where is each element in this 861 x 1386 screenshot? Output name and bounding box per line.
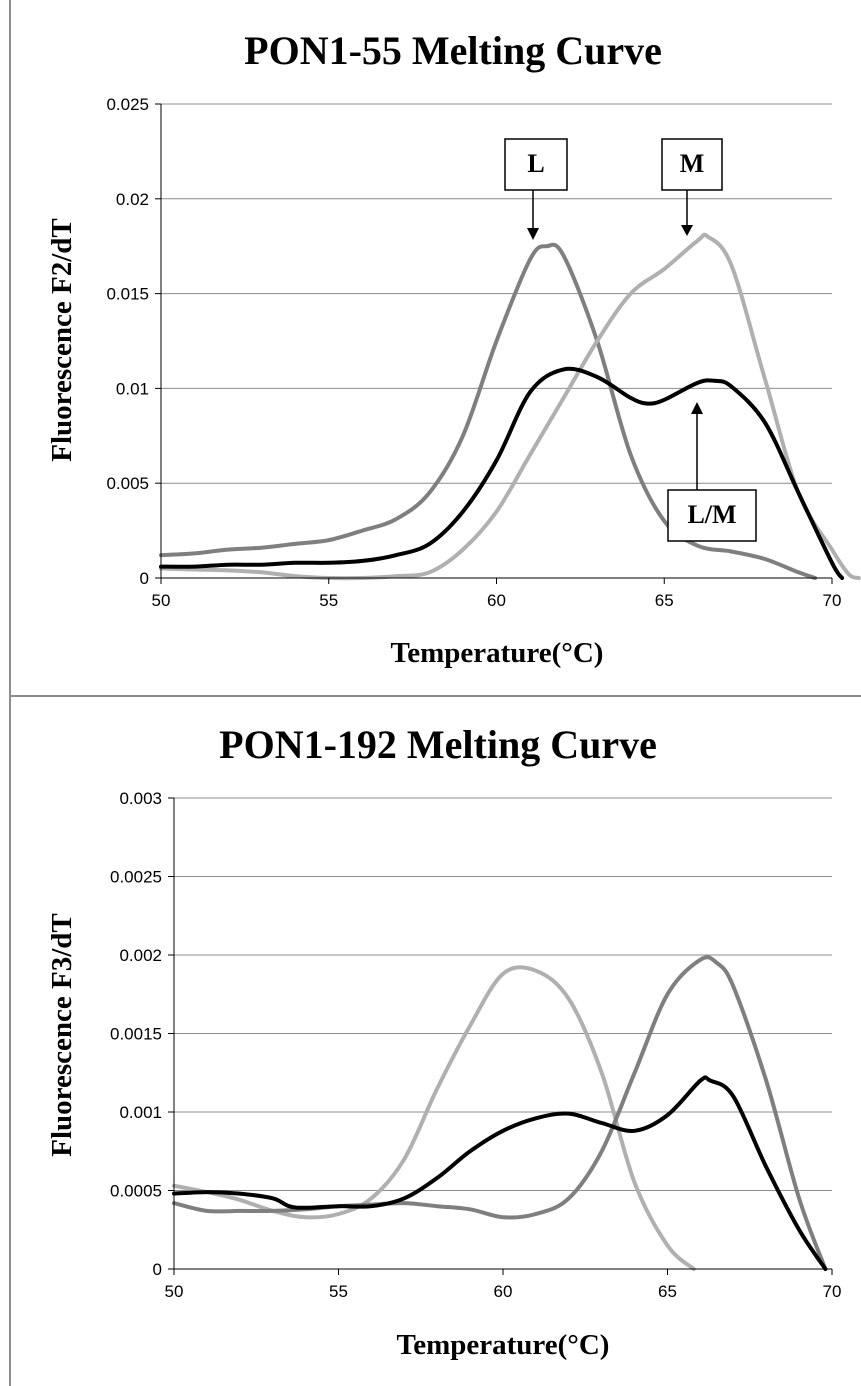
series-group (172, 955, 828, 1271)
annotation-l: L (504, 138, 568, 240)
series-line-dark (159, 366, 845, 580)
y-tick-label: 0.0015 (110, 1025, 162, 1044)
y-axis-title: Fluorescence F3/dT (46, 913, 78, 1157)
y-tick-label: 0 (153, 1260, 162, 1279)
series-line-mid (172, 955, 828, 1271)
x-tick-label: 70 (823, 1282, 842, 1301)
gridlines (161, 103, 832, 484)
annotation-l-label: L (527, 149, 544, 178)
annotation-lm-box (667, 489, 757, 542)
y-tick-label: 0.0025 (110, 868, 162, 887)
gridlines (174, 797, 832, 1191)
x-tick-labels: 50 55 60 65 70 (165, 1282, 842, 1301)
x-axis-title: Temperature(°C) (397, 1329, 610, 1361)
annotation-lm: L/M (667, 402, 757, 542)
pon1-192-chart: PON1-192 Melting Curve 0 0.0005 0.001 0.001… (46, 722, 841, 1361)
x-tick-label: 50 (165, 1282, 184, 1301)
y-tick-label: 0.015 (106, 285, 149, 304)
y-tick-label: 0.01 (116, 379, 149, 398)
x-tick-label: 65 (658, 1282, 677, 1301)
y-tick-label: 0.002 (119, 946, 162, 965)
y-axis-title: Fluorescence F2/dT (46, 218, 78, 462)
x-tick-label: 70 (823, 591, 842, 610)
y-tick-label: 0.001 (119, 1103, 162, 1122)
x-tick-label: 55 (329, 1282, 348, 1301)
annotation-m-box (661, 138, 723, 191)
x-axis-title: Temperature(°C) (391, 637, 604, 669)
y-tick-label: 0.025 (106, 95, 149, 114)
annotation-l-box (504, 138, 568, 191)
y-tick-labels: 0 0.005 0.01 0.015 0.02 0.025 (106, 95, 149, 588)
pon1-55-chart: PON1-55 Melting Curve 0 0.005 0.01 0.015 0.0… (46, 28, 861, 669)
series-line-dark (172, 1075, 828, 1271)
y-tick-labels: 0 0.0005 0.001 0.0015 0.002 0.0025 0.003 (110, 789, 162, 1279)
annotation-lm-label: L/M (687, 500, 736, 529)
series-group (159, 232, 861, 581)
annotation-l-arrowhead (527, 228, 539, 240)
x-tick-label: 65 (655, 591, 674, 610)
y-tick-label: 0.02 (116, 190, 149, 209)
axes (155, 103, 833, 584)
x-tick-label: 50 (152, 591, 171, 610)
x-tick-labels: 50 55 60 65 70 (152, 591, 842, 610)
chart-title: PON1-192 Melting Curve (219, 722, 657, 767)
y-tick-label: 0.005 (106, 474, 149, 493)
x-tick-label: 55 (319, 591, 338, 610)
y-tick-label: 0.0005 (110, 1182, 162, 1201)
annotation-m-arrowhead (681, 225, 693, 236)
series-line-light (159, 232, 861, 581)
x-tick-label: 60 (487, 591, 506, 610)
annotation-lm-arrowhead (691, 402, 703, 414)
y-tick-label: 0.003 (119, 789, 162, 808)
series-line-mid (159, 242, 818, 580)
chart-title: PON1-55 Melting Curve (244, 28, 662, 73)
y-tick-label: 0 (140, 569, 149, 588)
axes (168, 797, 833, 1275)
annotation-m-label: M (680, 149, 705, 178)
x-tick-label: 60 (494, 1282, 513, 1301)
annotation-m: M (661, 138, 723, 236)
